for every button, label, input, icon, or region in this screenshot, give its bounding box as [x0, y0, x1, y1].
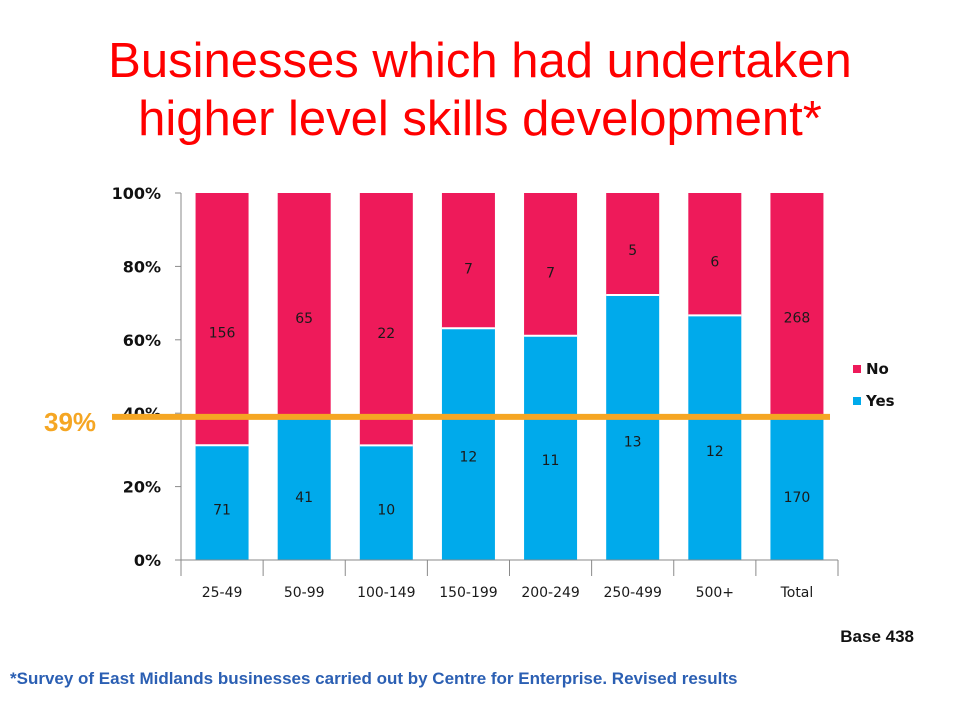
data-label-no-150-199: 7	[464, 261, 473, 277]
y-tick-label-100%: 100%	[112, 184, 161, 203]
bar-yes-Total	[770, 417, 824, 560]
data-label-no-25-49: 156	[209, 326, 236, 342]
bar-yes-500+	[688, 315, 742, 560]
x-tick-label-250-499: 250-499	[603, 585, 662, 601]
legend-label-no: No	[866, 360, 889, 378]
legend-swatch-yes	[853, 397, 861, 405]
title-line-2: higher level skills development*	[138, 92, 822, 146]
bar-no-500+	[688, 193, 742, 316]
x-tick-label-50-99: 50-99	[284, 585, 325, 601]
title-line-1: Businesses which had undertaken	[108, 34, 852, 88]
bar-no-150-199	[441, 193, 495, 329]
y-tick-label-0%: 0%	[134, 551, 161, 570]
base-note: Base 438	[840, 627, 914, 646]
data-label-yes-150-199: 12	[460, 450, 478, 466]
x-tick-label-200-249: 200-249	[521, 585, 580, 601]
bar-yes-50-99	[277, 418, 331, 560]
bar-no-250-499	[606, 193, 660, 295]
data-label-yes-50-99: 41	[295, 490, 313, 506]
y-tick-label-60%: 60%	[123, 331, 161, 350]
y-tick-label-80%: 80%	[123, 257, 161, 276]
y-tick-label-20%: 20%	[123, 478, 161, 497]
data-label-no-50-99: 65	[295, 311, 313, 327]
data-label-yes-250-499: 13	[624, 435, 642, 451]
reference-line-label: 39%	[44, 407, 97, 437]
x-tick-label-Total: Total	[780, 585, 814, 601]
bar-yes-25-49	[195, 445, 249, 560]
bar-yes-150-199	[441, 328, 495, 560]
footnote: *Survey of East Midlands businesses carr…	[10, 669, 738, 688]
slide-title: Businesses which had undertaken higher l…	[0, 32, 960, 148]
bar-yes-100-149	[359, 445, 413, 560]
bar-yes-250-499	[606, 294, 660, 560]
data-label-yes-500+: 12	[706, 444, 724, 460]
y-tick-label-40%: 40%	[123, 404, 161, 423]
x-tick-label-150-199: 150-199	[439, 585, 498, 601]
bar-no-50-99	[277, 193, 331, 419]
bar-yes-200-249	[524, 335, 578, 560]
data-label-yes-25-49: 71	[213, 502, 231, 518]
bar-no-25-49	[195, 193, 249, 446]
x-tick-label-500+: 500+	[696, 585, 734, 601]
data-label-no-200-249: 7	[546, 265, 555, 281]
bar-no-200-249	[524, 193, 578, 336]
x-tick-label-25-49: 25-49	[202, 585, 243, 601]
x-tick-label-100-149: 100-149	[357, 585, 416, 601]
data-label-no-500+: 6	[710, 254, 719, 270]
data-label-yes-100-149: 10	[377, 502, 395, 518]
legend-swatch-no	[853, 365, 861, 373]
data-label-yes-200-249: 11	[542, 453, 560, 469]
data-label-yes-Total: 170	[784, 490, 811, 506]
bar-no-Total	[770, 193, 824, 418]
legend-label-yes: Yes	[865, 392, 895, 410]
data-label-no-Total: 268	[784, 311, 811, 327]
data-label-no-100-149: 22	[377, 326, 395, 342]
bar-no-100-149	[359, 193, 413, 446]
data-label-no-250-499: 5	[628, 243, 637, 259]
